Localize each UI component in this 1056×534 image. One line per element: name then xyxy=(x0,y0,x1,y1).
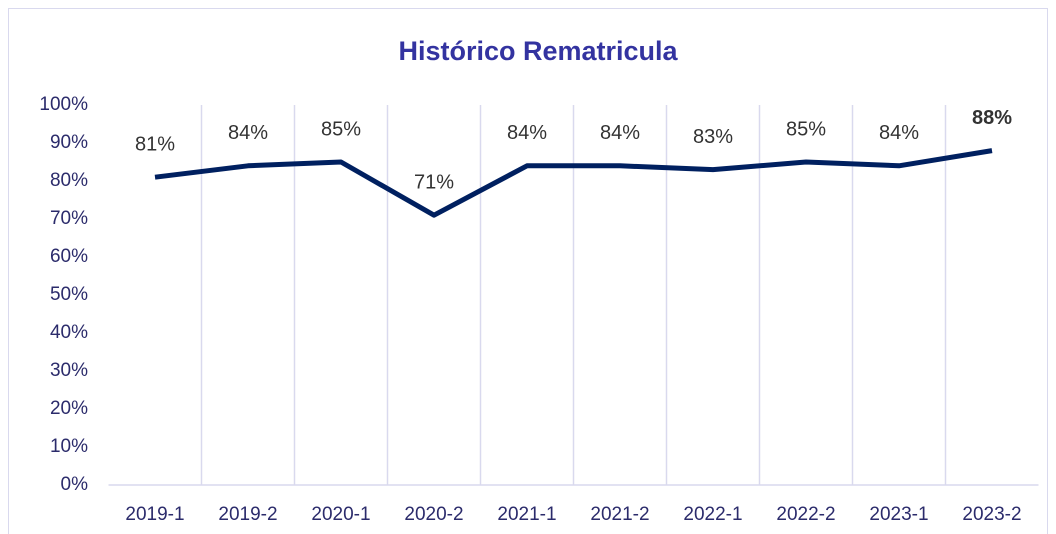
data-label: 84% xyxy=(600,122,640,144)
x-tick-label: 2021-1 xyxy=(497,504,556,525)
y-tick-label: 70% xyxy=(50,208,88,229)
y-tick-label: 20% xyxy=(50,398,88,419)
y-tick-label: 10% xyxy=(50,436,88,457)
x-tick-label: 2022-2 xyxy=(776,504,835,525)
y-tick-label: 30% xyxy=(50,360,88,381)
line-series xyxy=(154,148,993,218)
x-tick-label: 2019-1 xyxy=(125,504,184,525)
data-label: 88% xyxy=(972,107,1012,129)
y-tick-label: 50% xyxy=(50,284,88,305)
chart-frame xyxy=(8,8,1048,534)
data-label: 84% xyxy=(507,122,547,144)
y-tick-label: 40% xyxy=(50,322,88,343)
y-tick-label: 90% xyxy=(50,132,88,153)
data-label: 71% xyxy=(414,171,454,193)
y-tick-label: 80% xyxy=(50,170,88,191)
y-tick-label: 0% xyxy=(61,474,89,495)
x-tick-label: 2023-2 xyxy=(962,504,1021,525)
x-tick-label: 2020-2 xyxy=(404,504,463,525)
y-tick-label: 60% xyxy=(50,246,88,267)
x-tick-label: 2023-1 xyxy=(869,504,928,525)
data-label: 84% xyxy=(879,122,919,144)
data-label: 84% xyxy=(228,122,268,144)
x-tick-label: 2021-2 xyxy=(590,504,649,525)
data-label: 85% xyxy=(786,118,826,140)
y-tick-label: 100% xyxy=(39,94,88,115)
data-label: 81% xyxy=(135,133,175,155)
x-tick-label: 2022-1 xyxy=(683,504,742,525)
data-label: 83% xyxy=(693,126,733,148)
chart-title: Histórico Rematricula xyxy=(398,36,678,66)
x-tick-label: 2020-1 xyxy=(311,504,370,525)
data-label: 85% xyxy=(321,118,361,140)
x-tick-label: 2019-2 xyxy=(218,504,277,525)
